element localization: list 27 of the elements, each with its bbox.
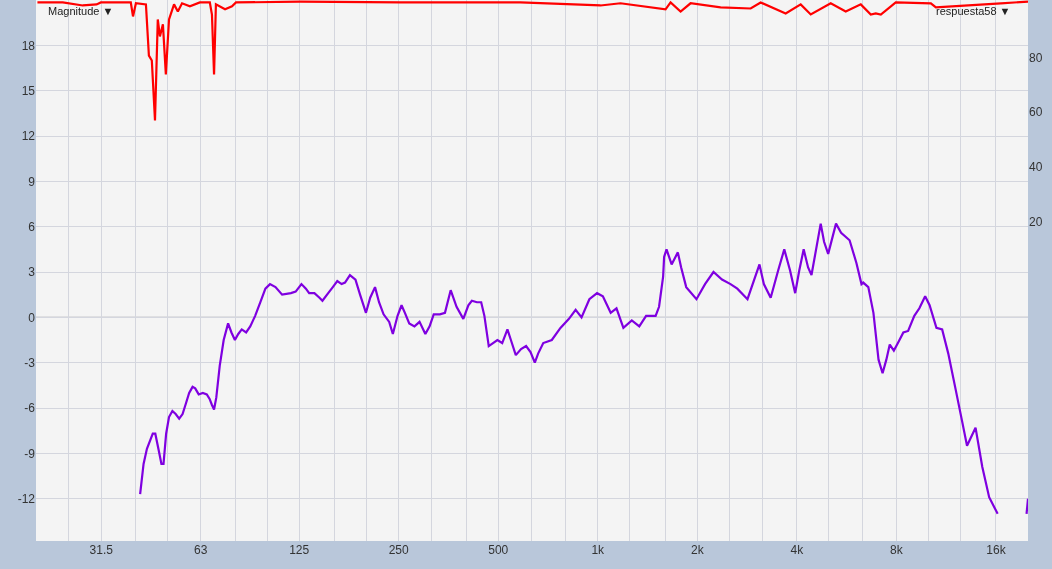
y-tick-label: 12 — [21, 129, 36, 144]
x-tick-label: 2k — [690, 543, 705, 557]
y-tick-label: -9 — [24, 446, 36, 461]
y-tick-label: -3 — [24, 355, 36, 370]
y-tick-label: 9 — [28, 174, 36, 189]
x-tick-label: 4k — [790, 543, 805, 557]
y-tick-label: -6 — [24, 401, 36, 416]
x-tick-label: 63 — [194, 543, 208, 557]
y-tick-label: 18 — [21, 38, 36, 53]
y2-tick-label: 80 — [1029, 50, 1043, 65]
x-tick-label: 31.5 — [89, 543, 114, 557]
y2-tick-label: 60 — [1029, 105, 1043, 120]
x-tick-label: 500 — [488, 543, 509, 557]
x-tick-label: 8k — [890, 543, 904, 557]
x-tick-label: 16k — [986, 543, 1007, 557]
y-tick-label: 0 — [28, 310, 36, 325]
x-tick-label: 250 — [388, 543, 410, 557]
y-tick-label: 6 — [28, 219, 36, 234]
y2-tick-label: 40 — [1029, 160, 1043, 175]
y2-tick-label: 20 — [1029, 214, 1043, 229]
annotation: Magnitude ▼ — [48, 5, 114, 17]
y-tick-label: 15 — [21, 83, 36, 98]
y-tick-label: 3 — [28, 265, 36, 280]
x-tick-label: 125 — [289, 543, 310, 557]
y-tick-label: -12 — [17, 491, 36, 506]
annotation: respuesta58 ▼ — [936, 5, 1011, 17]
x-tick-label: 1k — [591, 543, 606, 557]
